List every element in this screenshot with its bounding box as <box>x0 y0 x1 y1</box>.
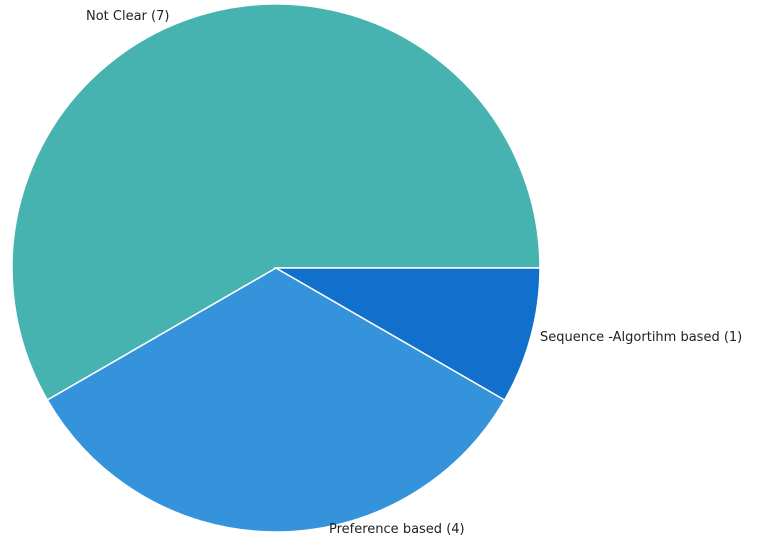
pie-slice-1[interactable] <box>273 267 541 402</box>
slice-label-2: Preference based (4) <box>329 522 465 537</box>
slice-label-1: Sequence -Algortihm based (1) <box>540 330 742 345</box>
pie-slice-2[interactable] <box>46 267 506 533</box>
pie-slice-0[interactable] <box>11 3 541 402</box>
slice-label-0: Not Clear (7) <box>86 9 169 24</box>
